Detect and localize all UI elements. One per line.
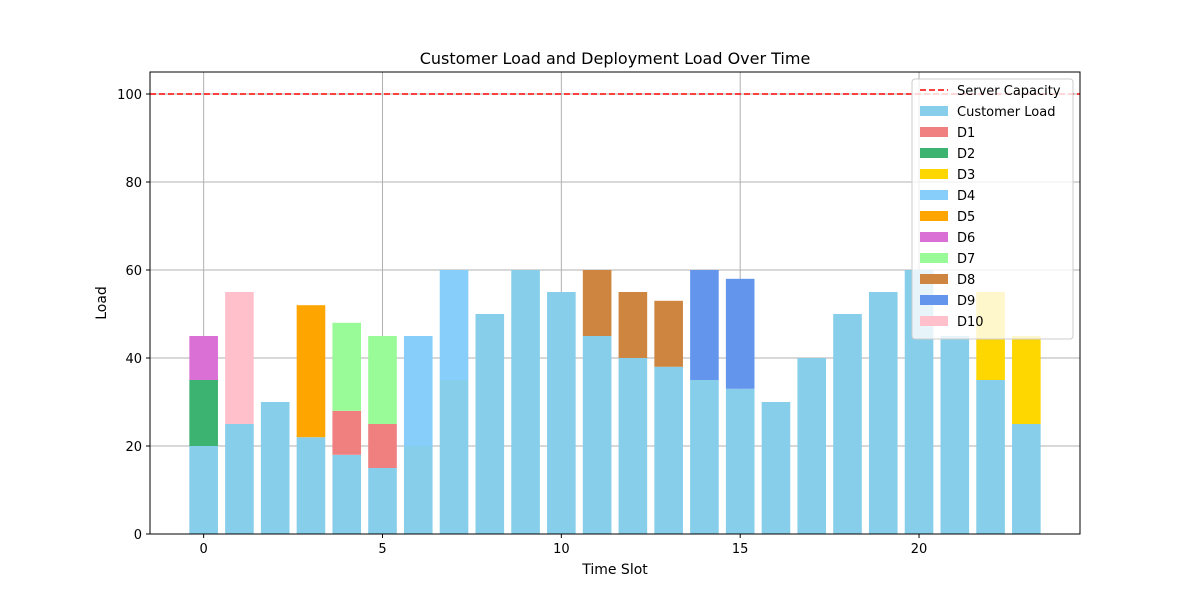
customer-load-bar: [725, 388, 755, 534]
customer-load-bar: [260, 402, 290, 534]
deployment-bar-d10: [225, 292, 254, 424]
deployment-bar-d2: [189, 380, 218, 446]
customer-load-bar: [976, 380, 1005, 534]
customer-load-bar: [403, 446, 433, 534]
deployment-bar-d3: [1012, 336, 1041, 424]
deployment-bar-d9: [725, 278, 755, 389]
deployment-bar-d4: [439, 270, 469, 380]
legend-swatch: [920, 253, 948, 263]
customer-load-bar: [618, 358, 648, 534]
y-tick-label: 40: [125, 352, 142, 367]
x-tick-label: 10: [553, 542, 570, 557]
customer-load-bar: [582, 336, 612, 534]
deployment-bar-d4: [403, 336, 433, 446]
x-tick-label: 15: [732, 542, 749, 557]
customer-load-bar: [761, 402, 791, 534]
customer-load-bar: [511, 270, 540, 534]
customer-load-bar: [475, 314, 505, 534]
legend-swatch: [920, 211, 948, 221]
customer-load-bar: [940, 336, 970, 534]
legend-label: Server Capacity: [957, 84, 1061, 99]
customer-load-bar: [1012, 424, 1041, 534]
deployment-bar-d8: [654, 300, 683, 367]
customer-load-bar: [439, 380, 469, 534]
legend-label: D8: [957, 273, 975, 288]
legend-label: D1: [957, 126, 975, 141]
deployment-bar-d1: [332, 410, 362, 455]
deployment-bar-d9: [690, 270, 719, 380]
legend-label: D9: [957, 294, 975, 309]
deployment-bar-d6: [189, 336, 218, 380]
legend-label: D3: [957, 168, 975, 183]
x-tick-label: 20: [911, 542, 928, 557]
legend-label: D10: [957, 315, 984, 330]
deployment-bar-d5: [296, 305, 326, 438]
y-axis-label: Load: [94, 286, 110, 320]
customer-load-bar: [225, 424, 254, 534]
deployment-bar-d8: [618, 292, 648, 358]
legend-label: D2: [957, 147, 975, 162]
y-tick-label: 100: [117, 88, 142, 103]
legend-swatch: [920, 274, 948, 284]
legend-swatch: [920, 127, 948, 137]
deployment-bar-d1: [368, 424, 397, 468]
customer-load-bar: [368, 468, 397, 534]
legend-label: D4: [957, 189, 975, 204]
legend-swatch: [920, 232, 948, 242]
y-tick-label: 0: [134, 528, 142, 543]
customer-load-bar: [868, 292, 898, 534]
x-axis-label: Time Slot: [581, 562, 648, 578]
legend-swatch: [920, 169, 948, 179]
plot-frame: [149, 71, 1081, 535]
deployment-bar-d7: [332, 322, 362, 411]
x-tick-label: 5: [378, 542, 386, 557]
legend-box: [911, 78, 1074, 340]
chart-title: Customer Load and Deployment Load Over T…: [420, 49, 811, 68]
customer-load-bar: [654, 366, 683, 534]
legend-label: D5: [957, 210, 975, 225]
y-tick-label: 80: [125, 176, 142, 191]
legend-swatch: [920, 190, 948, 200]
deployment-bar-d8: [582, 270, 612, 336]
deployment-bar-d7: [368, 336, 397, 424]
legend-label: Customer Load: [957, 105, 1055, 120]
customer-load-bar: [296, 437, 326, 534]
y-tick-label: 20: [125, 440, 142, 455]
legend-label: D6: [957, 231, 975, 246]
customer-load-bar: [332, 454, 362, 534]
legend-label: D7: [957, 252, 975, 267]
bars-group: [189, 270, 1041, 534]
customer-load-bar: [797, 358, 827, 534]
x-tick-label: 0: [200, 542, 208, 557]
legend-swatch: [920, 106, 948, 116]
legend-swatch: [920, 316, 948, 326]
y-axis-ticks: 0 20 40 60 80 100: [117, 88, 150, 543]
customer-load-bar: [547, 292, 576, 534]
y-tick-label: 60: [125, 264, 142, 279]
x-axis-ticks: 0 5 10 15 20: [200, 534, 928, 557]
customer-load-bar: [833, 314, 862, 534]
legend: Server Capacity Customer Load D1 D2 D3 D4 D5 D6…: [911, 78, 1074, 340]
customer-load-bar: [189, 446, 218, 534]
legend-swatch: [920, 148, 948, 158]
legend-swatch: [920, 295, 948, 305]
customer-load-bar: [690, 380, 719, 534]
